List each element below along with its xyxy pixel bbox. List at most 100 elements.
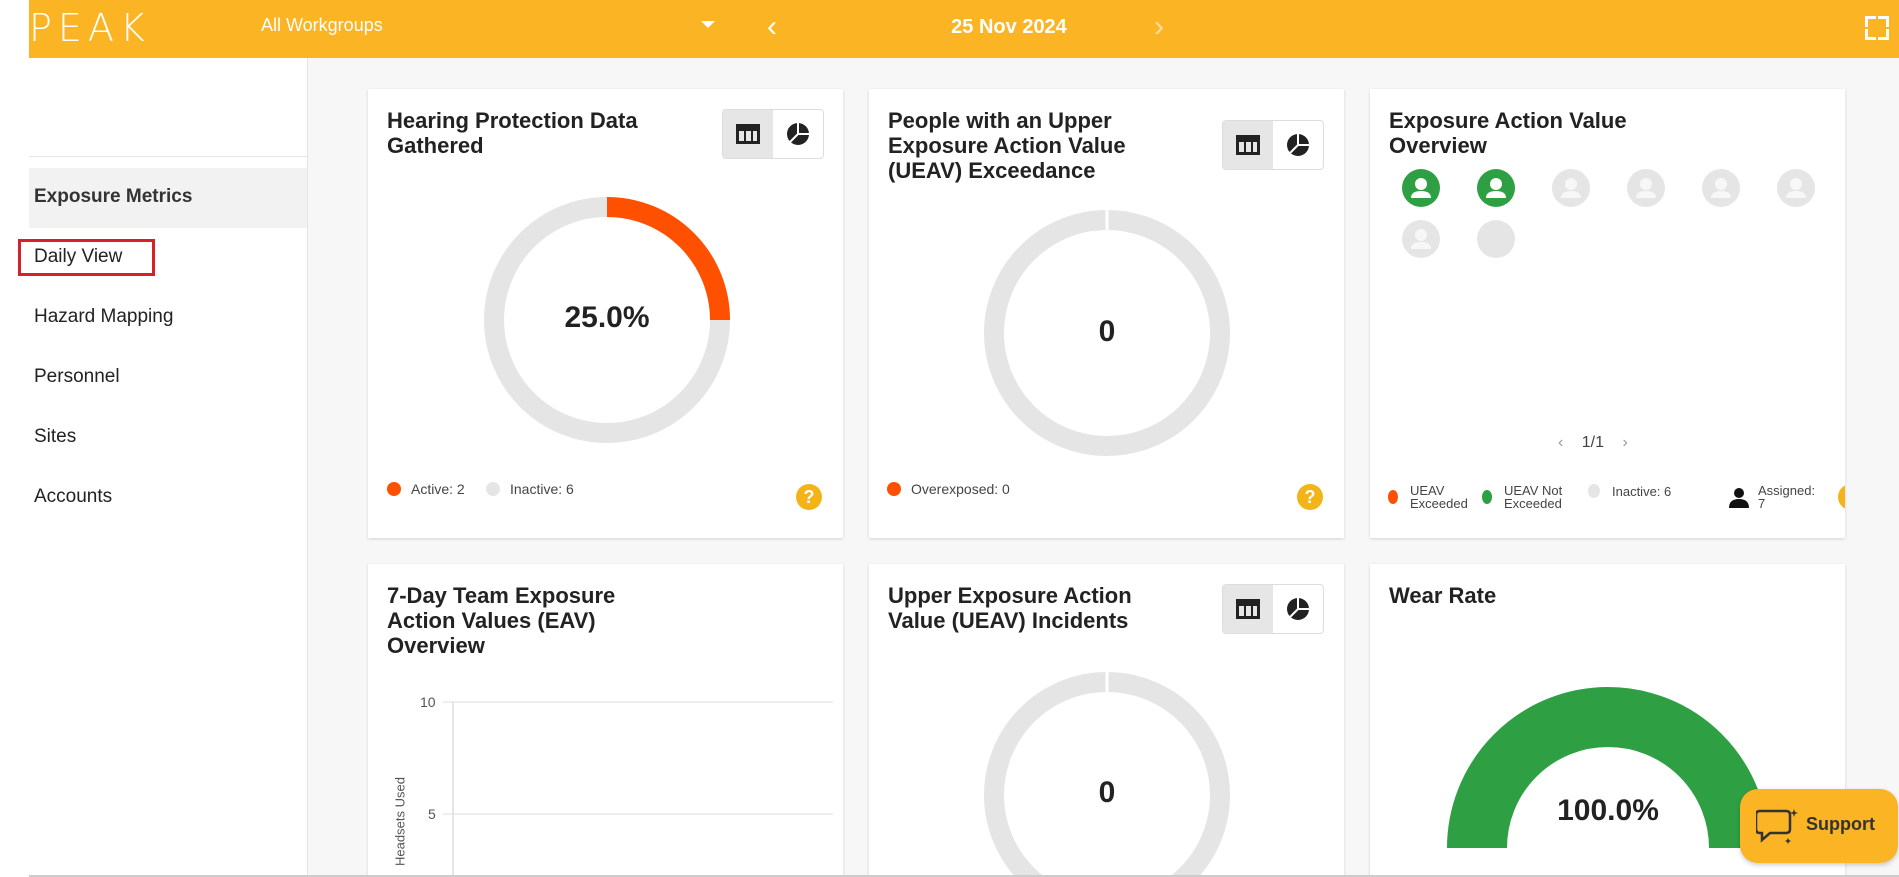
person-icon [1411,178,1431,198]
legend-exceeded: UEAV Exceeded [1388,484,1470,510]
donut-active-arc [606,197,730,321]
bottom-border [29,875,1899,877]
person-avatar-active[interactable] [1402,169,1440,207]
legend-overexposed-text: Overexposed: 0 [911,481,1010,497]
view-toggle [722,109,824,159]
sidebar-section-exposure-metrics[interactable]: Exposure Metrics [34,186,193,207]
legend-active: Active: 2 [387,481,465,497]
wear-rate-value: 100.0% [1557,794,1659,827]
card-title: Wear Rate [1389,583,1497,608]
page-indicator: 1/1 [1581,434,1605,451]
app: PEAK All Workgroups ‹ 25 Nov 2024 › Expo… [18,0,1899,877]
inactive-dot [486,482,500,496]
current-date: 25 Nov 2024 [951,16,1067,38]
workgroup-select-value: All Workgroups [261,15,383,35]
card-hearing-protection: Hearing Protection Data Gathered 25.0% A… [368,89,843,538]
card-title: Upper Exposure Action Value (UEAV) Incid… [888,583,1132,633]
person-avatar-active[interactable] [1477,169,1515,207]
chart-view-button[interactable] [1273,585,1323,633]
fullscreen-icon[interactable] [1865,16,1889,40]
table-icon [736,124,760,144]
pager: ‹ 1/1 › [1558,434,1628,452]
next-page-button[interactable]: › [1622,434,1628,451]
chat-bubbles-icon [1756,809,1798,844]
legend-inactive-text: Inactive: 6 [510,481,574,497]
gauge-arc [1447,687,1769,848]
help-icon[interactable]: ? [1838,484,1845,510]
pie-chart-icon [787,123,809,145]
next-date-button[interactable]: › [1154,10,1164,43]
exceeded-dot [1388,490,1398,504]
help-icon[interactable]: ? [796,484,822,510]
legend-inactive-text: Inactive: 6 [1612,483,1672,499]
caret-down-icon [701,21,715,28]
person-avatar-inactive[interactable] [1777,169,1815,207]
sidebar-item-sites[interactable]: Sites [34,426,77,447]
person-icon [1561,178,1581,198]
view-toggle [1222,120,1324,170]
help-icon[interactable]: ? [1297,484,1323,510]
table-view-button[interactable] [723,110,773,158]
card-ueav-people: People with an Upper Exposure Action Val… [869,89,1344,538]
sidebar-section-highlight [29,168,307,228]
card-eav-overview: Exposure Action Value Overview ‹ 1/1 › U… [1370,89,1845,538]
peak-logo[interactable]: PEAK [29,6,151,50]
person-icon [1486,178,1506,198]
sidebar-item-accounts[interactable]: Accounts [34,486,113,507]
support-button[interactable]: Support [1740,789,1898,863]
hearing-value: 25.0% [564,301,650,334]
legend-assigned-text: Assigned: 7 [1758,483,1816,511]
y-axis-label: Headsets Used [392,777,408,866]
person-icon [1729,488,1749,508]
card-ueav-incidents: Upper Exposure Action Value (UEAV) Incid… [869,564,1344,877]
person-avatar-inactive[interactable] [1402,220,1440,258]
not-exceeded-dot [1482,490,1492,504]
person-avatar-inactive[interactable] [1552,169,1590,207]
ueav-people-donut [984,209,1230,456]
legend-not-exceeded: UEAV Not Exceeded [1482,484,1574,510]
inactive-dot [1588,484,1600,498]
legend-active-text: Active: 2 [411,481,465,497]
person-icon [1636,178,1656,198]
card-team-eav: 7-Day Team Exposure Action Values (EAV) … [368,564,843,877]
hearing-donut [484,197,730,443]
ueav-incidents-donut [984,671,1230,877]
table-icon [1236,599,1260,619]
legend-inactive: Inactive: 6 [1588,484,1672,498]
person-avatar-inactive[interactable] [1702,169,1740,207]
prev-page-button[interactable]: ‹ [1558,434,1564,451]
y-tick-5: 5 [428,806,436,822]
support-label: Support [1806,814,1875,834]
active-dot [387,482,401,496]
view-toggle [1222,584,1324,634]
ueav-people-value: 0 [1098,315,1116,348]
person-avatar-inactive[interactable] [1627,169,1665,207]
table-view-button[interactable] [1223,585,1273,633]
sidebar-divider [29,156,307,157]
ueav-incidents-value: 0 [1098,776,1116,809]
wear-rate-gauge [1447,687,1769,848]
card-title: Hearing Protection Data Gathered [387,108,638,158]
workgroup-select[interactable]: All Workgroups [261,15,715,36]
legend-exceeded-text: UEAV Exceeded [1410,483,1468,511]
person-icon [1711,178,1731,198]
pie-chart-icon [1287,598,1309,620]
card-title: 7-Day Team Exposure Action Values (EAV) … [387,583,616,658]
legend-assigned: Assigned: 7 [1728,484,1820,510]
table-icon [1236,135,1260,155]
chart-view-button[interactable] [1273,121,1323,169]
highlight-box [18,239,155,276]
person-icon [1786,178,1806,198]
sidebar-item-hazard-mapping[interactable]: Hazard Mapping [34,306,174,327]
sidebar-item-daily-view[interactable]: Daily View [34,246,123,267]
sidebar-item-personnel[interactable]: Personnel [34,366,120,387]
table-view-button[interactable] [1223,121,1273,169]
person-icon [1411,229,1431,249]
chart-view-button[interactable] [773,110,823,158]
person-avatar-empty[interactable] [1477,220,1515,258]
card-title: People with an Upper Exposure Action Val… [888,108,1126,183]
legend-overexposed: Overexposed: 0 [887,481,1010,497]
legend-not-exceeded-text: UEAV Not Exceeded [1504,483,1563,511]
sidebar: Exposure Metrics Daily View Hazard Mappi… [18,58,308,877]
prev-date-button[interactable]: ‹ [767,10,777,43]
